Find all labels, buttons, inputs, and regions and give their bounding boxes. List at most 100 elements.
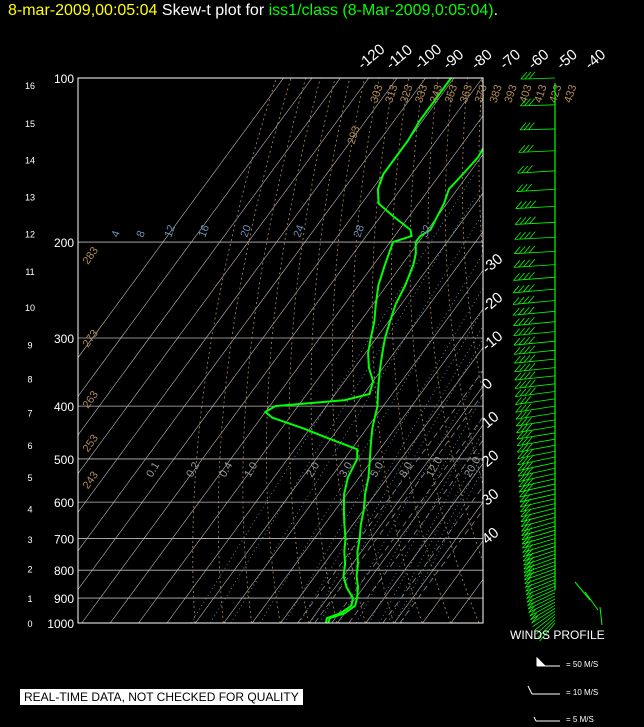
- dry-adiabat: [541, 78, 644, 623]
- pressure-label: 700: [54, 533, 74, 547]
- dry-adiabat: [556, 78, 644, 623]
- wind-barb: [523, 557, 556, 570]
- isotherm-line: [166, 192, 483, 623]
- wind-barb-feather: [520, 201, 527, 209]
- wind-barb-feather: [524, 371, 531, 380]
- isotherm-top-label: -90: [440, 46, 468, 73]
- wind-barb: [522, 546, 556, 558]
- pressure-label: 100: [54, 72, 74, 86]
- wind-barb: [525, 575, 556, 588]
- pressure-label: 400: [54, 400, 74, 414]
- wind-barb: [532, 611, 556, 627]
- title-date-time: 8-mar-2009,00:05:04: [8, 2, 158, 19]
- wind-legend-50: = 50 M/S: [566, 660, 599, 669]
- wind-barb-feather: [524, 98, 531, 107]
- wind-barb-feather: [523, 336, 531, 345]
- mixing-ratio-line: [368, 414, 483, 623]
- wind-barb-feather: [528, 354, 536, 363]
- mixing-ratio-line: [400, 468, 483, 623]
- height-km-label: 12: [25, 230, 35, 240]
- height-km-label: 13: [25, 193, 35, 203]
- wind-barb-feather: [528, 326, 535, 335]
- moist-adiabat: [314, 393, 483, 623]
- dry-adiabat: [331, 78, 366, 623]
- wind-barb-feather: [521, 456, 529, 465]
- wind-barb-feather: [520, 184, 528, 192]
- mixing-ratio-line: [230, 212, 483, 623]
- wind-barb-feather: [525, 436, 533, 445]
- wind-barb-feather: [512, 285, 520, 294]
- wind-barb: [520, 503, 556, 513]
- wind-barb: [514, 375, 556, 381]
- wind-barb-feather: [528, 71, 536, 80]
- mixing-ratio-upper-label: 12: [163, 223, 178, 239]
- wind-barb-feather: [514, 381, 522, 389]
- wind-barb: [524, 565, 556, 577]
- wind-barb: [515, 398, 556, 405]
- height-km-label: 3: [27, 535, 32, 545]
- height-km-label: 4: [27, 504, 32, 514]
- isotherm-right-label: 20: [479, 447, 503, 471]
- wind-barb-feather: [522, 468, 529, 476]
- wind-barb-feather: [523, 346, 531, 354]
- wind-barb-feather: [523, 317, 530, 325]
- dry-adiabat: [242, 78, 307, 623]
- wind-barb-feather: [522, 144, 530, 153]
- wind-barb: [521, 521, 556, 532]
- dry-adiabat-label: 433: [562, 83, 579, 104]
- dry-adiabat-label: 383: [488, 83, 505, 104]
- wind-barb-feather: [525, 430, 533, 438]
- wind-barb: [516, 426, 556, 434]
- wind-barb-feather: [513, 260, 521, 268]
- dry-adiabat-label: 423: [547, 83, 564, 104]
- wind-barb-feather: [520, 404, 527, 412]
- wind-barb: [518, 467, 556, 477]
- wind-barb-feather: [520, 71, 528, 80]
- pressure-label: 600: [54, 496, 74, 510]
- wind-legend-10: = 10 M/S: [566, 688, 599, 697]
- isotherm-line: [78, 78, 370, 475]
- dry-adiabat: [585, 78, 644, 623]
- wind-barb-surface: [574, 581, 591, 601]
- dry-adiabat: [461, 78, 483, 395]
- wind-barb-feather: [529, 387, 536, 396]
- dry-adiabat-label: 353: [443, 83, 460, 104]
- mixing-ratio-lower-label: 0.1: [144, 460, 162, 479]
- wind-barb: [535, 616, 556, 635]
- wind-barb-feather: [522, 478, 530, 487]
- mixing-ratio-lower-label: 3.0: [337, 460, 355, 479]
- wind-barb: [517, 170, 556, 174]
- wind-barb-feather: [528, 336, 536, 344]
- wind-barb-feather: [514, 372, 522, 381]
- dry-adiabat: [371, 78, 423, 623]
- wind-barb-feather: [528, 363, 536, 371]
- wind-barb: [514, 383, 556, 389]
- dry-adiabat-label: 363: [458, 83, 475, 104]
- isotherm-line: [450, 578, 483, 623]
- dry-adiabat: [310, 78, 351, 623]
- wind-barb: [517, 438, 556, 447]
- wind-barb: [526, 585, 556, 599]
- wind-barb-feather: [519, 380, 527, 389]
- wind-barb-feather: [516, 431, 524, 440]
- wind-barb-surface: [599, 606, 603, 626]
- wind-barb-feather: [519, 489, 526, 498]
- wind-barb: [523, 561, 556, 574]
- wind-barb-feather: [527, 284, 535, 292]
- wind-barb-feather: [518, 484, 526, 493]
- height-km-label: 0: [27, 619, 32, 629]
- wind-legend-5-symbol: [533, 716, 560, 722]
- wind-barb: [517, 450, 556, 460]
- height-km-label: 9: [27, 340, 32, 350]
- wind-barb-feather: [520, 424, 528, 433]
- wind-legend-50-symbol: [536, 656, 560, 667]
- wind-barb: [520, 77, 556, 80]
- wind-barb-feather: [528, 316, 535, 325]
- wind-barb-feather: [517, 285, 525, 293]
- wind-barb-feather: [519, 372, 526, 380]
- wind-barb-feather: [518, 272, 525, 281]
- profile-layer: [263, 78, 483, 623]
- wind-barb-feather: [515, 411, 523, 420]
- wind-barb: [517, 456, 556, 466]
- wind-barb-feather: [513, 273, 520, 281]
